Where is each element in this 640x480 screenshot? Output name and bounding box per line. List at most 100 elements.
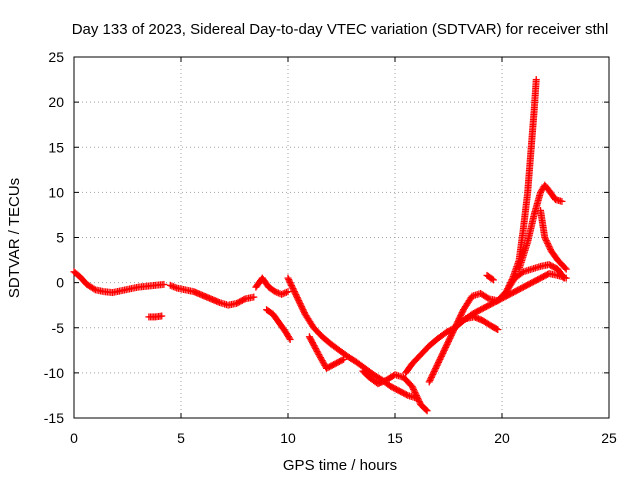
chart-title: Day 133 of 2023, Sidereal Day-to-day VTE…	[72, 21, 609, 38]
data-point-track-j	[459, 307, 467, 315]
data-point-track-h	[411, 388, 419, 396]
data-point-track-h	[412, 390, 420, 398]
x-tick-label: 0	[70, 430, 78, 446]
data-markers	[70, 76, 570, 415]
data-point-track-n	[558, 197, 566, 205]
data-point-track-j	[444, 339, 452, 347]
data-point-track-j	[437, 352, 445, 360]
data-point-track-h	[423, 407, 431, 415]
data-point-track-j	[441, 345, 449, 353]
data-point-track-h	[410, 387, 418, 395]
data-point-track-j	[518, 269, 526, 277]
data-point-track-j	[427, 375, 435, 383]
data-point-track-f	[297, 301, 305, 309]
data-point-track-j	[435, 357, 443, 365]
data-point-track-f	[295, 297, 303, 305]
data-point-track-f	[285, 276, 293, 284]
data-point-track-j	[428, 372, 436, 380]
data-point-track-m	[505, 282, 513, 290]
data-point-track-j	[442, 342, 450, 350]
data-point-track-j	[429, 370, 437, 378]
data-point-track-j	[434, 360, 442, 368]
data-point-track-m	[508, 276, 516, 284]
x-tick-labels: 0 5 10 15 20 25	[70, 430, 617, 446]
data-point-track-o	[562, 265, 570, 273]
data-point-track-d	[278, 290, 286, 298]
data-point-track-j	[427, 373, 435, 381]
data-point-track-j	[452, 321, 460, 329]
data-point-track-j	[449, 327, 457, 335]
data-point-track-f	[291, 289, 299, 297]
data-point-track-d	[284, 288, 292, 296]
data-point-track-o	[543, 238, 551, 246]
data-point-track-f	[298, 303, 306, 311]
data-point-track-l	[488, 275, 496, 283]
data-point-track-e	[286, 335, 294, 343]
data-point-track-o	[546, 244, 554, 252]
data-point-track-f	[402, 391, 410, 399]
data-point-track-m	[532, 76, 540, 84]
data-point-track-d	[273, 288, 281, 296]
data-point-track-j	[443, 340, 451, 348]
data-point-track-j	[445, 337, 452, 345]
data-point-track-f	[294, 295, 302, 303]
y-tick-label: -5	[52, 320, 65, 336]
data-point-track-j	[436, 355, 444, 363]
data-point-track-f	[287, 280, 295, 288]
data-point-track-h	[408, 382, 416, 390]
data-point-track-g	[338, 356, 346, 364]
data-point-track-d	[271, 288, 279, 296]
data-point-track-h	[410, 385, 418, 393]
data-point-track-j	[458, 309, 466, 317]
y-tick-label: 10	[48, 184, 64, 200]
data-point-track-h	[409, 384, 417, 392]
data-point-track-h	[413, 393, 421, 401]
data-point-track-m	[502, 288, 510, 296]
data-point-track-j	[440, 348, 448, 356]
data-point-track-d	[274, 289, 282, 297]
data-point-track-h	[422, 406, 430, 414]
data-point-track-j	[439, 349, 447, 357]
data-point-track-f	[295, 298, 303, 306]
x-tick-label: 10	[280, 430, 296, 446]
data-point-track-c	[240, 296, 248, 304]
data-point-track-j	[425, 378, 433, 386]
grid-lines	[74, 57, 609, 418]
data-point-track-o	[545, 243, 553, 251]
data-point-track-j	[484, 294, 492, 302]
data-point-track-f	[290, 286, 298, 294]
data-point-track-h	[412, 391, 420, 399]
data-point-track-j	[430, 367, 438, 375]
data-point-track-j	[431, 366, 439, 374]
data-point-track-j	[445, 336, 453, 344]
data-point-track-j	[435, 358, 443, 366]
data-point-track-j	[560, 274, 568, 282]
data-point-track-j	[559, 273, 567, 281]
y-tick-label: 15	[48, 139, 64, 155]
data-point-track-j	[437, 354, 445, 362]
y-tick-label: -15	[44, 410, 64, 426]
y-tick-labels: 25 20 15 10 5 0 -5 -10 -15	[44, 49, 64, 426]
data-point-track-j	[456, 313, 464, 321]
data-point-track-d	[279, 290, 287, 298]
data-point-track-o	[544, 241, 552, 249]
data-point-track-o	[541, 234, 549, 241]
data-point-track-m	[504, 283, 512, 291]
data-point-track-j	[454, 318, 462, 326]
data-point-track-o	[544, 240, 552, 248]
data-point-track-j	[449, 328, 457, 336]
data-point-track-h	[414, 394, 422, 402]
x-tick-label: 20	[494, 430, 510, 446]
data-point-track-j	[454, 316, 462, 324]
data-point-track-m	[506, 280, 514, 288]
data-point-track-c	[171, 283, 179, 291]
data-point-track-j	[452, 322, 460, 330]
x-axis-label: GPS time / hours	[283, 457, 397, 474]
data-point-track-g	[313, 348, 321, 356]
data-point-track-j	[457, 310, 465, 318]
data-point-track-o	[542, 237, 550, 245]
data-point-track-f	[288, 283, 296, 291]
data-point-track-m	[503, 286, 511, 294]
data-point-track-m	[504, 285, 512, 293]
data-point-track-o	[561, 264, 569, 272]
